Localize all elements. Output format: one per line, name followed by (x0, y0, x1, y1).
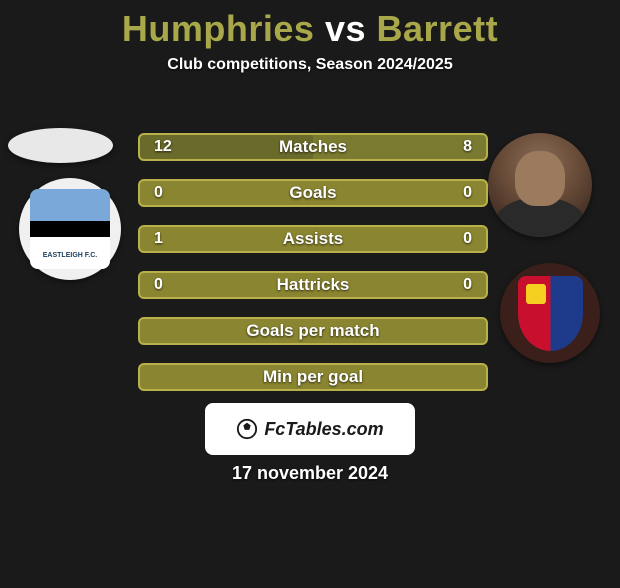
stats-table: 12Matches80Goals01Assists00Hattricks0Goa… (138, 133, 488, 409)
stat-right-value: 0 (432, 230, 472, 248)
soccer-ball-icon (236, 418, 258, 440)
stat-label: Matches (194, 137, 432, 157)
stat-label: Min per goal (194, 367, 432, 387)
player2-photo (488, 133, 592, 237)
stat-label: Goals per match (194, 321, 432, 341)
stat-right-value: 8 (432, 138, 472, 156)
stat-label: Goals (194, 183, 432, 203)
subtitle: Club competitions, Season 2024/2025 (0, 56, 620, 74)
stat-right-value: 0 (432, 184, 472, 202)
site-name: FcTables.com (264, 419, 383, 440)
site-badge: FcTables.com (205, 403, 415, 455)
stat-left-value: 1 (154, 230, 194, 248)
stat-row: 0Goals0 (138, 179, 488, 207)
stat-row: Min per goal (138, 363, 488, 391)
vs-separator: vs (325, 8, 366, 49)
footer-date: 17 november 2024 (232, 463, 388, 484)
stat-left-value: 0 (154, 184, 194, 202)
stat-left-value: 0 (154, 276, 194, 294)
player2-club-crest (500, 263, 600, 363)
page-title: Humphries vs Barrett (0, 8, 620, 50)
crest-wealdstone (518, 276, 583, 351)
stat-left-value: 12 (154, 138, 194, 156)
stat-right-value: 0 (432, 276, 472, 294)
stat-label: Assists (194, 229, 432, 249)
player2-name: Barrett (377, 8, 499, 49)
stat-row: 0Hattricks0 (138, 271, 488, 299)
stat-label: Hattricks (194, 275, 432, 295)
player1-club-crest (19, 178, 121, 280)
player1-name: Humphries (122, 8, 315, 49)
stat-row: Goals per match (138, 317, 488, 345)
stat-row: 1Assists0 (138, 225, 488, 253)
player1-photo (8, 128, 113, 163)
crest-eastleigh (30, 189, 110, 269)
stat-row: 12Matches8 (138, 133, 488, 161)
